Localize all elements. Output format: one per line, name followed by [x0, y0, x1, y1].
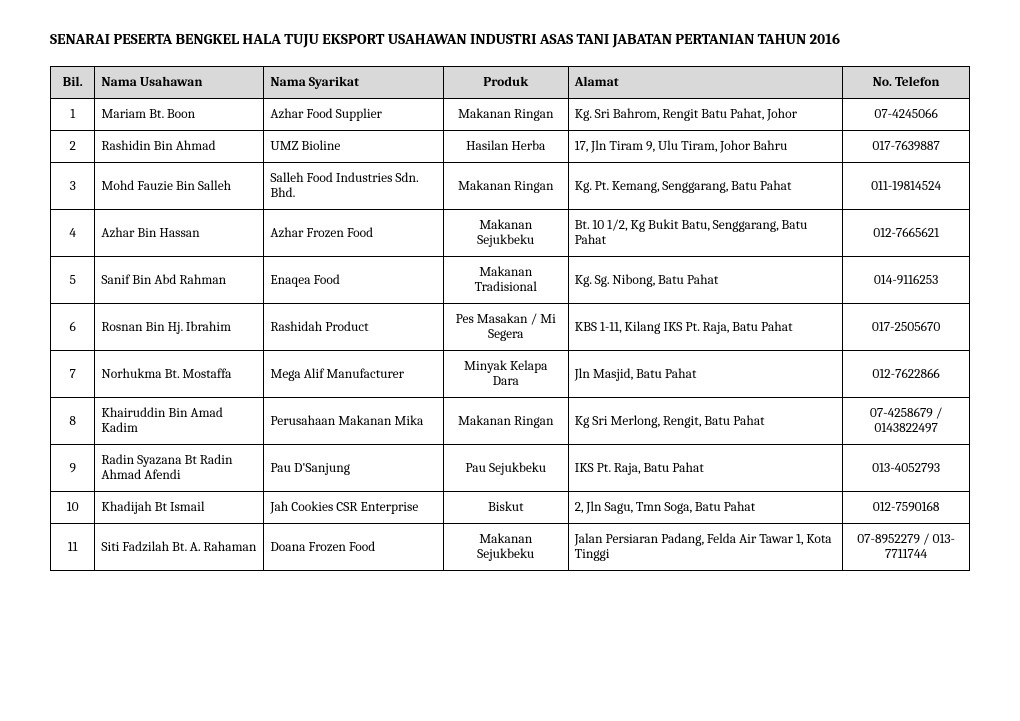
column-header-telefon: No. Telefon	[843, 67, 970, 99]
cell-telefon: 017-2505670	[843, 304, 970, 351]
table-row: 6Rosnan Bin Hj. IbrahimRashidah ProductP…	[51, 304, 970, 351]
participants-table: Bil.Nama UsahawanNama SyarikatProdukAlam…	[50, 66, 970, 571]
cell-alamat: KBS 1-11, Kilang IKS Pt. Raja, Batu Paha…	[568, 304, 843, 351]
cell-nama: Rosnan Bin Hj. Ibrahim	[95, 304, 264, 351]
cell-syarikat: Enaqea Food	[264, 257, 444, 304]
cell-nama: Mariam Bt. Boon	[95, 99, 264, 131]
table-row: 4Azhar Bin HassanAzhar Frozen FoodMakana…	[51, 210, 970, 257]
table-row: 1Mariam Bt. BoonAzhar Food SupplierMakan…	[51, 99, 970, 131]
cell-nama: Khadijah Bt Ismail	[95, 492, 264, 524]
cell-bil: 3	[51, 163, 95, 210]
column-header-bil: Bil.	[51, 67, 95, 99]
cell-bil: 2	[51, 131, 95, 163]
cell-telefon: 017-7639887	[843, 131, 970, 163]
cell-syarikat: Pau D'Sanjung	[264, 445, 444, 492]
cell-bil: 8	[51, 398, 95, 445]
cell-produk: Biskut	[443, 492, 568, 524]
cell-syarikat: Rashidah Product	[264, 304, 444, 351]
table-row: 5Sanif Bin Abd RahmanEnaqea FoodMakanan …	[51, 257, 970, 304]
cell-produk: Pau Sejukbeku	[443, 445, 568, 492]
table-row: 2Rashidin Bin AhmadUMZ BiolineHasilan He…	[51, 131, 970, 163]
cell-alamat: Bt. 10 1/2, Kg Bukit Batu, Senggarang, B…	[568, 210, 843, 257]
table-row: 3Mohd Fauzie Bin SallehSalleh Food Indus…	[51, 163, 970, 210]
cell-alamat: Kg. Pt. Kemang, Senggarang, Batu Pahat	[568, 163, 843, 210]
table-row: 8Khairuddin Bin Amad KadimPerusahaan Mak…	[51, 398, 970, 445]
cell-telefon: 013-4052793	[843, 445, 970, 492]
cell-alamat: 17, Jln Tiram 9, Ulu Tiram, Johor Bahru	[568, 131, 843, 163]
table-header: Bil.Nama UsahawanNama SyarikatProdukAlam…	[51, 67, 970, 99]
cell-alamat: Kg. Sri Bahrom, Rengit Batu Pahat, Johor	[568, 99, 843, 131]
cell-telefon: 012-7665621	[843, 210, 970, 257]
cell-bil: 9	[51, 445, 95, 492]
page-title: SENARAI PESERTA BENGKEL HALA TUJU EKSPOR…	[50, 30, 970, 48]
cell-produk: Makanan Sejukbeku	[443, 210, 568, 257]
cell-syarikat: UMZ Bioline	[264, 131, 444, 163]
cell-telefon: 012-7590168	[843, 492, 970, 524]
cell-telefon: 07-4258679 / 0143822497	[843, 398, 970, 445]
cell-syarikat: Azhar Food Supplier	[264, 99, 444, 131]
column-header-syarikat: Nama Syarikat	[264, 67, 444, 99]
cell-syarikat: Doana Frozen Food	[264, 524, 444, 571]
cell-produk: Makanan Sejukbeku	[443, 524, 568, 571]
cell-bil: 1	[51, 99, 95, 131]
cell-telefon: 07-8952279 / 013-7711744	[843, 524, 970, 571]
cell-bil: 4	[51, 210, 95, 257]
cell-bil: 11	[51, 524, 95, 571]
cell-nama: Norhukma Bt. Mostaffa	[95, 351, 264, 398]
cell-syarikat: Azhar Frozen Food	[264, 210, 444, 257]
cell-bil: 6	[51, 304, 95, 351]
cell-alamat: 2, Jln Sagu, Tmn Soga, Batu Pahat	[568, 492, 843, 524]
cell-telefon: 012-7622866	[843, 351, 970, 398]
cell-alamat: Kg Sri Merlong, Rengit, Batu Pahat	[568, 398, 843, 445]
cell-produk: Hasilan Herba	[443, 131, 568, 163]
cell-nama: Azhar Bin Hassan	[95, 210, 264, 257]
table-row: 9Radin Syazana Bt Radin Ahmad AfendiPau …	[51, 445, 970, 492]
cell-syarikat: Perusahaan Makanan Mika	[264, 398, 444, 445]
cell-nama: Khairuddin Bin Amad Kadim	[95, 398, 264, 445]
cell-bil: 10	[51, 492, 95, 524]
table-row: 10Khadijah Bt IsmailJah Cookies CSR Ente…	[51, 492, 970, 524]
cell-syarikat: Jah Cookies CSR Enterprise	[264, 492, 444, 524]
cell-produk: Pes Masakan / Mi Segera	[443, 304, 568, 351]
cell-produk: Makanan Ringan	[443, 163, 568, 210]
cell-produk: Makanan Ringan	[443, 99, 568, 131]
column-header-produk: Produk	[443, 67, 568, 99]
cell-alamat: IKS Pt. Raja, Batu Pahat	[568, 445, 843, 492]
cell-nama: Radin Syazana Bt Radin Ahmad Afendi	[95, 445, 264, 492]
cell-telefon: 014-9116253	[843, 257, 970, 304]
cell-nama: Sanif Bin Abd Rahman	[95, 257, 264, 304]
cell-telefon: 07-4245066	[843, 99, 970, 131]
table-row: 11Siti Fadzilah Bt. A. RahamanDoana Froz…	[51, 524, 970, 571]
cell-bil: 7	[51, 351, 95, 398]
cell-telefon: 011-19814524	[843, 163, 970, 210]
cell-syarikat: Mega Alif Manufacturer	[264, 351, 444, 398]
column-header-nama: Nama Usahawan	[95, 67, 264, 99]
table-row: 7Norhukma Bt. MostaffaMega Alif Manufact…	[51, 351, 970, 398]
column-header-alamat: Alamat	[568, 67, 843, 99]
cell-syarikat: Salleh Food Industries Sdn. Bhd.	[264, 163, 444, 210]
cell-alamat: Kg. Sg. Nibong, Batu Pahat	[568, 257, 843, 304]
cell-produk: Makanan Ringan	[443, 398, 568, 445]
cell-nama: Siti Fadzilah Bt. A. Rahaman	[95, 524, 264, 571]
cell-nama: Mohd Fauzie Bin Salleh	[95, 163, 264, 210]
cell-produk: Makanan Tradisional	[443, 257, 568, 304]
cell-nama: Rashidin Bin Ahmad	[95, 131, 264, 163]
cell-bil: 5	[51, 257, 95, 304]
cell-alamat: Jln Masjid, Batu Pahat	[568, 351, 843, 398]
cell-produk: Minyak Kelapa Dara	[443, 351, 568, 398]
cell-alamat: Jalan Persiaran Padang, Felda Air Tawar …	[568, 524, 843, 571]
table-body: 1Mariam Bt. BoonAzhar Food SupplierMakan…	[51, 99, 970, 571]
